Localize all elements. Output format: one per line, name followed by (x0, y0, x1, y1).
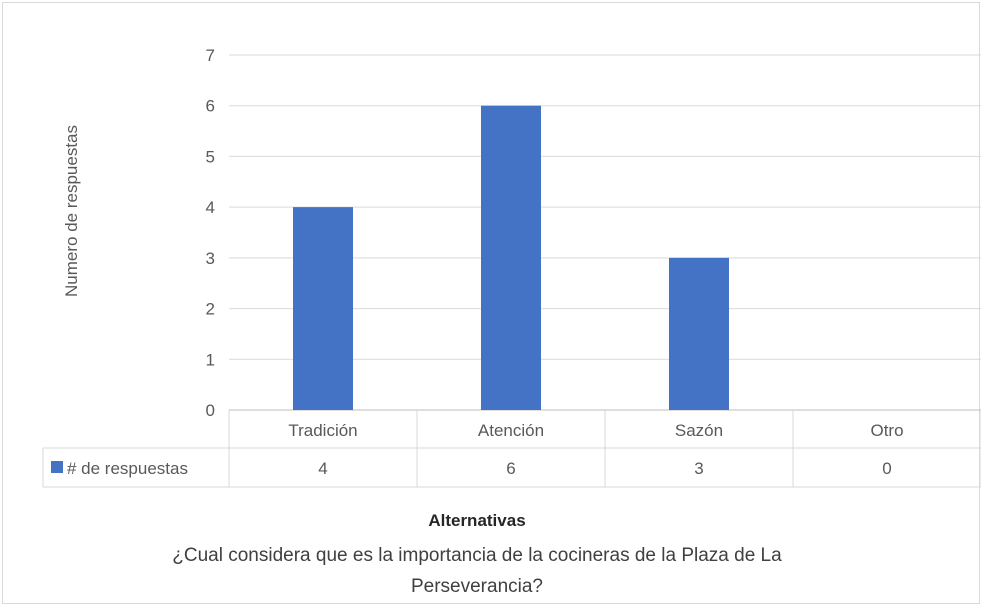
gridlines (229, 54, 981, 411)
bars (293, 105, 729, 410)
y-tick-label-1: 1 (206, 350, 215, 369)
y-tick-label-4: 4 (206, 198, 215, 217)
x-tick-label-2: Atención (478, 421, 544, 440)
y-axis-label: Numero de respuestas (62, 125, 81, 297)
legend-swatch (51, 461, 63, 473)
chart-caption-line-2: Perseverancia? (411, 576, 543, 597)
y-tick-label-5: 5 (206, 147, 215, 166)
x-tick-label-4: Otro (870, 421, 903, 440)
y-tick-label-3: 3 (206, 249, 215, 268)
y-tick-label-7: 7 (206, 46, 215, 65)
legend-label: # de respuestas (67, 459, 188, 478)
bar-2 (481, 105, 541, 410)
y-axis-ticks: 0 1 2 3 4 5 6 7 (206, 46, 215, 420)
bar-1 (293, 207, 353, 410)
y-tick-label-2: 2 (206, 300, 215, 319)
data-label-2: 6 (506, 459, 515, 478)
data-table: Tradición 4 Atención 6 Sazón 3 Otro 0 # de respu… (42, 410, 982, 488)
data-label-3: 3 (694, 459, 703, 478)
data-label-4: 0 (882, 459, 891, 478)
bar-3 (669, 257, 729, 410)
data-label-1: 4 (318, 459, 327, 478)
y-tick-label-6: 6 (206, 97, 215, 116)
bar-chart: 0 1 2 3 4 5 6 7 Tradición 4 Atención 6 Sazón 3 Otro 0 #… (42, 46, 982, 597)
x-axis-label: Alternativas (428, 511, 525, 530)
x-tick-label-1: Tradición (288, 421, 357, 440)
chart-caption-line-1: ¿Cual considera que es la importancia de… (172, 545, 782, 566)
y-tick-label-0: 0 (206, 401, 215, 420)
x-tick-label-3: Sazón (675, 421, 723, 440)
